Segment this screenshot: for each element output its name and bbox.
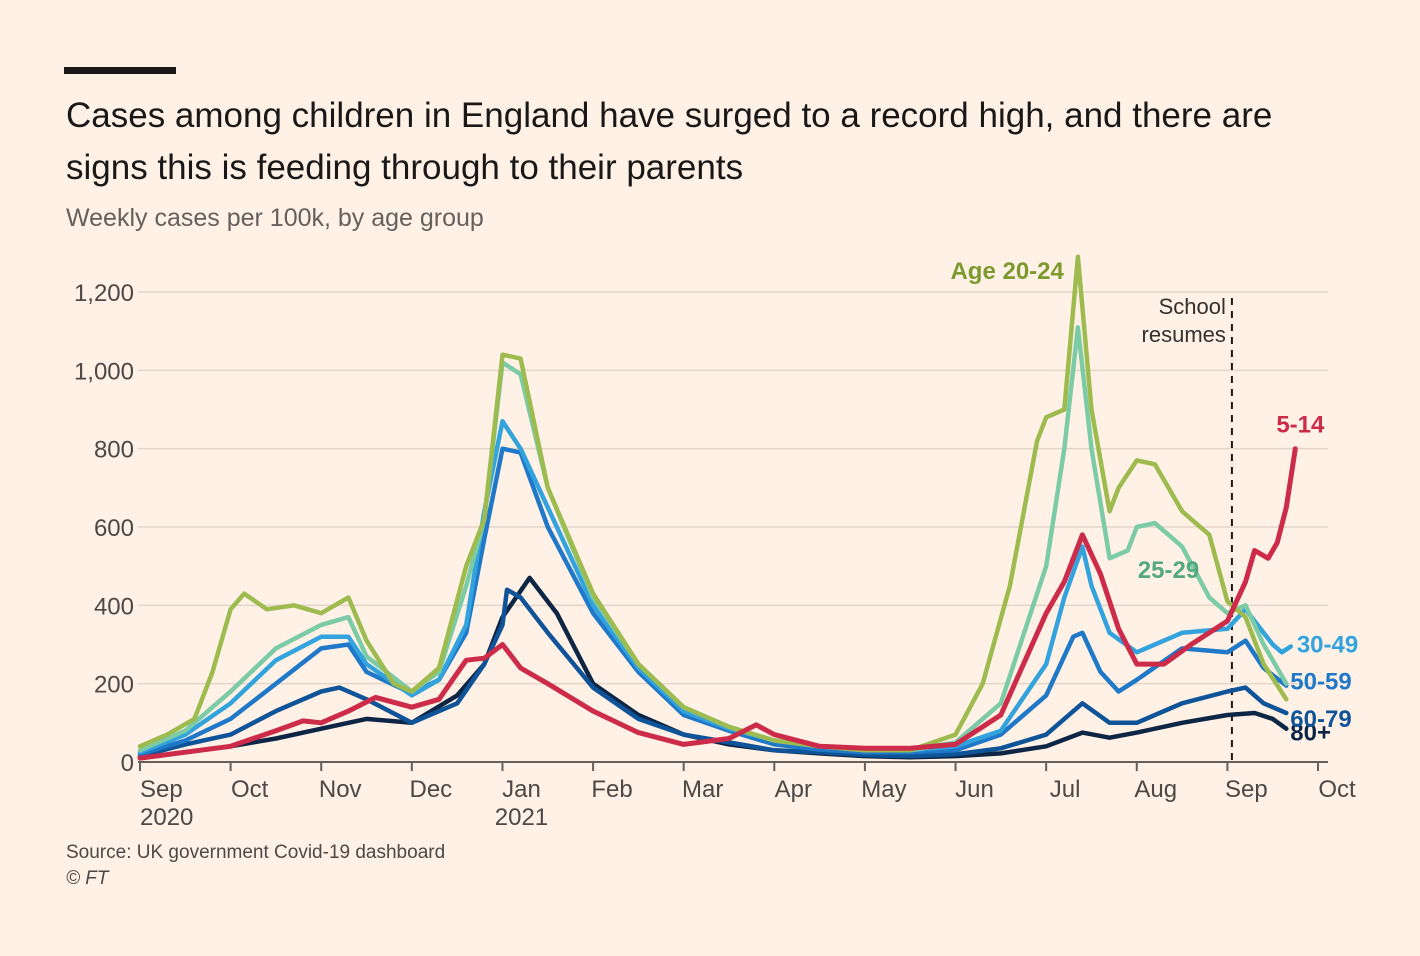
chart-subtitle: Weekly cases per 100k, by age group [66,204,484,232]
series-label-age-20-24: Age 20-24 [950,258,1064,285]
series-line-5-14 [137,446,1298,761]
x-tick-label: Jun [955,776,994,803]
series-layer [137,254,1298,761]
x-tick-label: Sep [1225,776,1268,803]
series-label-60-79: 60-79 [1290,706,1351,733]
y-tick-label: 1,200 [74,280,134,307]
title-accent-bar [64,67,176,74]
y-tick-label: 1,000 [74,358,134,385]
y-tick-label: 0 [121,750,134,777]
x-tick-year-label: 2020 [140,804,193,831]
series-line-age-20-24 [137,254,1289,753]
copyright-text: © FT [66,868,109,889]
source-note: Source: UK government Covid-19 dashboard… [66,840,445,892]
y-tick-label: 400 [94,593,134,620]
series-label-30-49: 30-49 [1297,631,1358,658]
series-label-5-14: 5-14 [1276,412,1325,439]
x-tick-label: Feb [591,776,632,803]
series-line-30-49 [137,419,1294,755]
school-resumes-label: School [1159,294,1226,319]
series-label-50-59: 50-59 [1290,669,1351,696]
x-tick-label: Nov [319,776,362,803]
x-tick-label: Sep [140,776,183,803]
y-tick-label: 600 [94,515,134,542]
series-line-60-79 [137,587,1289,759]
series-label-25-29: 25-29 [1138,557,1199,584]
x-tick-year-label: 2021 [495,804,548,831]
annotation-layer: School resumes [1142,294,1233,762]
label-layer: 80+60-79 50-59 30-49 25-29 Age 20-24 5-14 [950,258,1358,747]
x-tick-label: Jul [1050,776,1081,803]
x-tick-label: Oct [1318,776,1356,803]
x-tick-label: Aug [1134,776,1177,803]
x-tick-label: Dec [410,776,453,803]
x-tick-label: Apr [775,776,812,803]
series-label-80-: 80+ [1290,720,1331,747]
source-text: Source: UK government Covid-19 dashboard [66,842,446,863]
x-tick-label: Jan [502,776,541,803]
x-tick-label: Mar [682,776,723,803]
x-tick-label: May [861,776,906,803]
chart-title: Cases among children in England have sur… [66,96,1273,187]
x-tick-label: Oct [231,776,269,803]
y-tick-label: 800 [94,437,134,464]
y-tick-label: 200 [94,672,134,699]
school-resumes-label: resumes [1142,322,1226,347]
